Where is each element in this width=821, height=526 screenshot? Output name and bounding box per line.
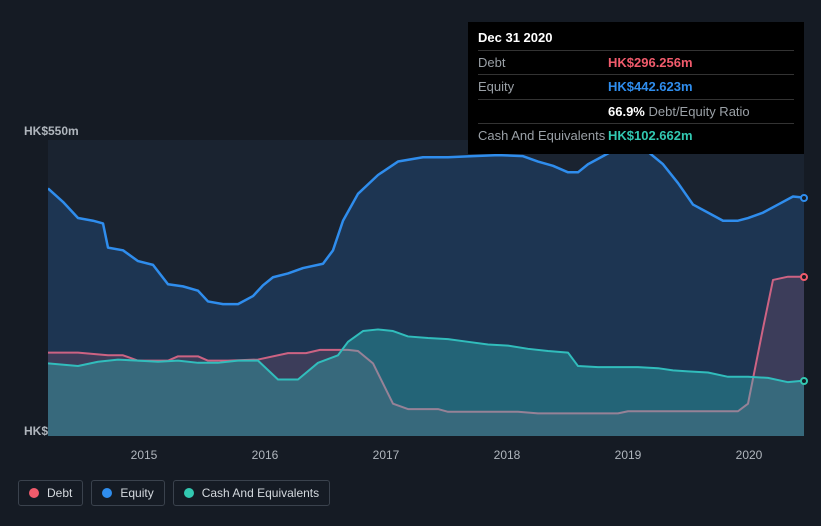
x-tick: 2018	[494, 448, 521, 462]
tooltip-row-label: Equity	[478, 77, 608, 97]
tooltip-row: Cash And EquivalentsHK$102.662m	[478, 123, 794, 148]
legend-item-equity[interactable]: Equity	[91, 480, 164, 506]
legend-swatch-icon	[184, 488, 194, 498]
legend-swatch-icon	[102, 488, 112, 498]
legend: Debt Equity Cash And Equivalents	[18, 480, 330, 506]
tooltip-row: DebtHK$296.256m	[478, 50, 794, 75]
tooltip: Dec 31 2020 DebtHK$296.256mEquityHK$442.…	[468, 22, 804, 154]
x-tick: 2017	[373, 448, 400, 462]
tooltip-row-label: Cash And Equivalents	[478, 126, 608, 146]
legend-item-label: Equity	[120, 486, 153, 500]
x-tick: 2020	[736, 448, 763, 462]
tooltip-row-value: HK$442.623m	[608, 77, 693, 97]
x-tick: 2019	[615, 448, 642, 462]
chart-svg	[48, 140, 804, 436]
chart-plot-area	[48, 140, 804, 436]
tooltip-row-label: Debt	[478, 53, 608, 73]
end-marker-cash-and-equivalents	[800, 377, 808, 385]
end-marker-debt	[800, 273, 808, 281]
tooltip-row: EquityHK$442.623m	[478, 74, 794, 99]
x-tick: 2016	[252, 448, 279, 462]
legend-item-label: Debt	[47, 486, 72, 500]
end-marker-equity	[800, 194, 808, 202]
tooltip-row: 66.9% Debt/Equity Ratio	[478, 99, 794, 124]
tooltip-date: Dec 31 2020	[478, 28, 794, 48]
legend-item-debt[interactable]: Debt	[18, 480, 83, 506]
tooltip-row-value: HK$296.256m	[608, 53, 693, 73]
tooltip-row-value: HK$102.662m	[608, 126, 693, 146]
tooltip-row-value: 66.9% Debt/Equity Ratio	[608, 102, 750, 122]
legend-item-label: Cash And Equivalents	[202, 486, 319, 500]
legend-item-cash-and-equivalents[interactable]: Cash And Equivalents	[173, 480, 330, 506]
x-tick: 2015	[131, 448, 158, 462]
y-axis-label-top: HK$550m	[24, 124, 79, 138]
series-area-equity	[48, 148, 804, 436]
tooltip-row-label	[478, 102, 608, 122]
legend-swatch-icon	[29, 488, 39, 498]
